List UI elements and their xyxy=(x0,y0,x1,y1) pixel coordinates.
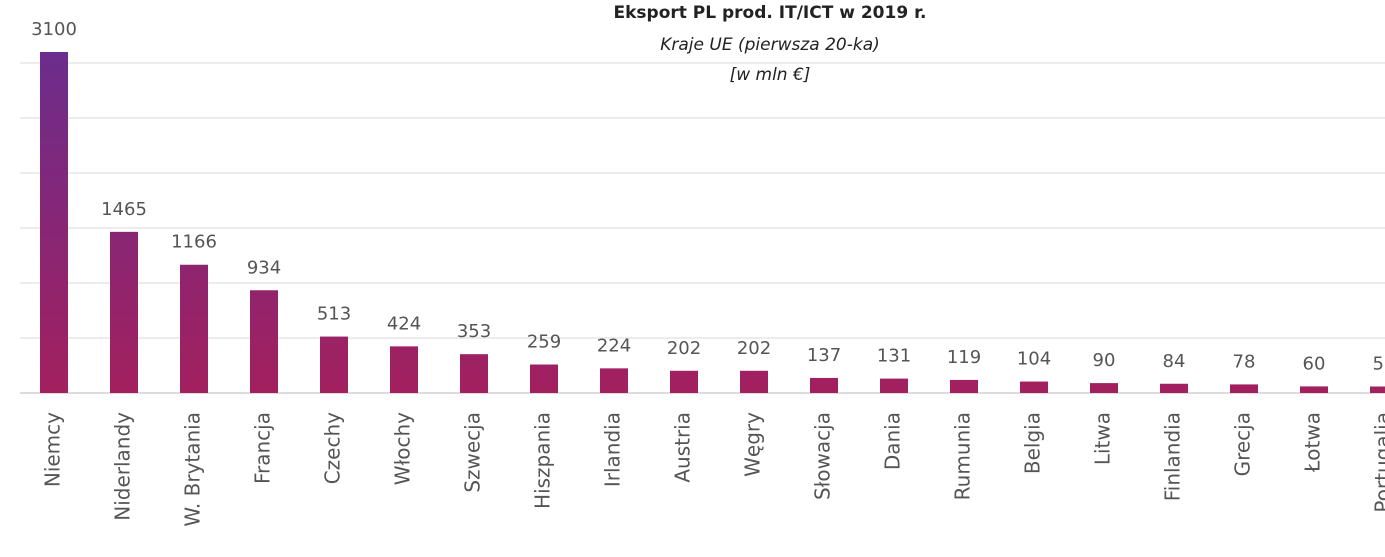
x-tick-label: Irlandia xyxy=(601,412,625,487)
x-tick-label: Szwecja xyxy=(461,412,485,493)
value-label: 119 xyxy=(947,347,981,368)
value-label: 131 xyxy=(877,346,911,367)
value-label: 202 xyxy=(737,338,771,359)
x-tick-label: Grecja xyxy=(1231,412,1255,476)
value-label: 137 xyxy=(807,345,841,366)
value-label: 3100 xyxy=(31,19,77,40)
value-label: 1166 xyxy=(171,232,217,253)
chart-subtitle: Kraje UE (pierwsza 20-ka) xyxy=(660,35,880,55)
x-tick-label: Rumunia xyxy=(951,412,975,500)
bar xyxy=(670,370,698,393)
bar xyxy=(250,290,278,393)
chart-subtitle: [w mln €] xyxy=(730,65,811,85)
bar xyxy=(390,346,418,393)
x-tick-label: W. Brytania xyxy=(181,412,205,527)
x-tick-label: Słowacja xyxy=(811,412,835,500)
bar xyxy=(810,377,838,393)
bar xyxy=(600,368,628,393)
value-label: 59 xyxy=(1373,354,1385,375)
value-label: 202 xyxy=(667,338,701,359)
value-label: 513 xyxy=(317,304,351,325)
bar xyxy=(1020,381,1048,393)
x-tick-label: Belgia xyxy=(1021,412,1045,474)
x-tick-label: Łotwa xyxy=(1301,412,1325,473)
bar xyxy=(180,264,208,393)
value-label: 104 xyxy=(1017,349,1051,370)
x-tick-label: Czechy xyxy=(321,412,345,484)
x-tick-label: Austria xyxy=(671,412,695,483)
value-label: 353 xyxy=(457,321,491,342)
value-label: 78 xyxy=(1233,351,1256,372)
bar xyxy=(1090,383,1118,393)
value-label: 60 xyxy=(1303,353,1326,374)
x-tick-label: Węgry xyxy=(741,412,765,477)
bar xyxy=(1300,386,1328,393)
value-label: 1465 xyxy=(101,199,147,220)
bar xyxy=(1160,383,1188,393)
value-label: 259 xyxy=(527,332,561,353)
value-label: 84 xyxy=(1163,351,1186,372)
bar xyxy=(880,378,908,393)
value-label: 934 xyxy=(247,257,281,278)
x-tick-label: Dania xyxy=(881,412,905,470)
bar xyxy=(530,364,558,393)
x-tick-label: Finlandia xyxy=(1161,412,1185,501)
bar xyxy=(740,370,768,393)
bar xyxy=(110,231,138,393)
x-tick-label: Włochy xyxy=(391,412,415,485)
x-tick-label: Hiszpania xyxy=(531,412,555,509)
value-label: 224 xyxy=(597,335,631,356)
bar xyxy=(1370,386,1385,393)
bar xyxy=(950,379,978,393)
x-tick-label: Litwa xyxy=(1091,412,1115,465)
bar xyxy=(40,52,68,393)
x-tick-label: Portugalia xyxy=(1371,412,1385,513)
x-tick-label: Francja xyxy=(251,412,275,484)
bar xyxy=(1230,384,1258,393)
chart-title: Eksport PL prod. IT/ICT w 2019 r. xyxy=(613,3,926,23)
bar xyxy=(320,336,348,393)
value-label: 90 xyxy=(1093,350,1116,371)
bar xyxy=(460,354,488,393)
x-tick-label: Niemcy xyxy=(41,412,65,487)
x-tick-label: Niderlandy xyxy=(111,412,135,521)
value-label: 424 xyxy=(387,313,421,334)
